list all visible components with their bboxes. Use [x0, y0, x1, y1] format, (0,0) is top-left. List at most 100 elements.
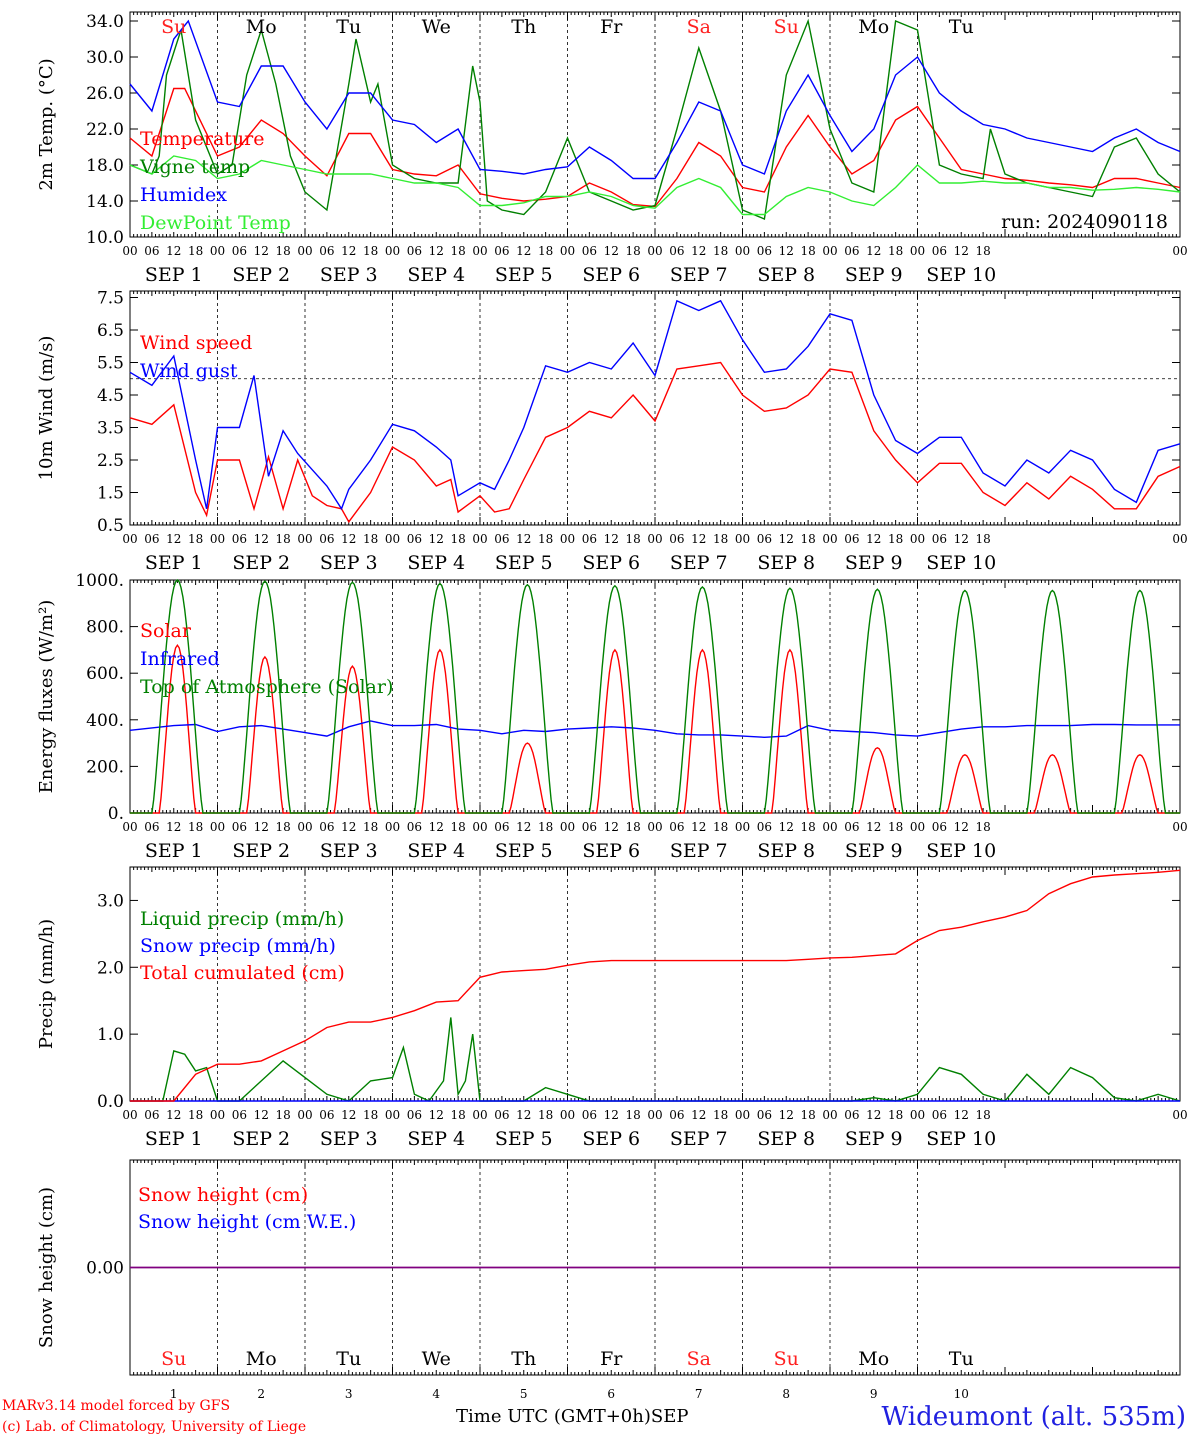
x-hour-label: 18	[800, 532, 815, 546]
y-axis-title: Snow height (cm)	[36, 1187, 57, 1348]
x-date-label: SEP 10	[926, 840, 996, 862]
x-hour-label: 18	[713, 1108, 728, 1122]
legend-entry: Snow precip (mm/h)	[140, 935, 336, 957]
x-hour-label: 18	[188, 244, 203, 258]
x-hour-label: 12	[516, 532, 531, 546]
x-hour-label: 06	[582, 820, 597, 834]
x-hour-label: 00	[297, 244, 312, 258]
y-tick-label: 1.5	[97, 484, 124, 504]
x-hour-label: 06	[407, 820, 422, 834]
legend-entry: Liquid precip (mm/h)	[140, 908, 344, 930]
x-hour-label: 00	[1172, 1108, 1187, 1122]
x-hour-label: 18	[975, 1108, 990, 1122]
x-hour-label: 18	[625, 820, 640, 834]
x-hour-label: 06	[232, 244, 247, 258]
x-hour-label: 12	[954, 532, 969, 546]
x-date-label: SEP 5	[495, 840, 553, 862]
day-number-label: 10	[954, 1387, 969, 1401]
x-hour-label: 00	[910, 1108, 925, 1122]
x-hour-label: 18	[888, 532, 903, 546]
x-hour-label: 06	[494, 1108, 509, 1122]
x-hour-label: 06	[844, 244, 859, 258]
x-hour-label: 12	[254, 820, 269, 834]
legend-entry: Temperature	[140, 128, 264, 150]
x-hour-label: 00	[735, 532, 750, 546]
x-hour-label: 12	[954, 820, 969, 834]
y-tick-label: 0.5	[97, 516, 124, 536]
x-hour-label: 06	[319, 820, 334, 834]
x-hour-label: 18	[800, 244, 815, 258]
day-number-label: 2	[257, 1387, 265, 1401]
legend-entry: Total cumulated (cm)	[140, 962, 345, 984]
x-date-label: SEP 1	[145, 552, 203, 574]
x-hour-label: 18	[713, 244, 728, 258]
day-label-bottom: Su	[774, 1348, 799, 1370]
x-hour-label: 12	[166, 1108, 181, 1122]
x-hour-label: 18	[713, 820, 728, 834]
x-hour-label: 00	[735, 244, 750, 258]
x-hour-label: 18	[363, 244, 378, 258]
x-hour-label: 06	[669, 820, 684, 834]
x-hour-label: 18	[188, 820, 203, 834]
x-hour-label: 18	[538, 820, 553, 834]
x-hour-label: 06	[582, 244, 597, 258]
x-date-label: SEP 9	[845, 552, 903, 574]
x-date-label: SEP 2	[232, 1128, 290, 1150]
y-axis-title: 2m Temp. (°C)	[36, 58, 57, 190]
x-hour-label: 00	[385, 244, 400, 258]
y-tick-label: 5.5	[97, 354, 124, 374]
y-tick-label: 30.0	[86, 48, 124, 68]
copyright-credit: (c) Lab. of Climatology, University of L…	[2, 1419, 307, 1435]
day-label-bottom: Tu	[336, 1348, 361, 1370]
day-label-top: Fr	[600, 16, 623, 38]
x-hour-label: 06	[232, 1108, 247, 1122]
day-label-bottom: Sa	[687, 1348, 711, 1370]
x-hour-label: 06	[582, 1108, 597, 1122]
y-tick-label: 26.0	[86, 84, 124, 104]
x-hour-label: 12	[779, 820, 794, 834]
x-date-label: SEP 6	[582, 840, 640, 862]
x-hour-label: 00	[472, 244, 487, 258]
legend-entry: Solar	[140, 620, 192, 642]
y-tick-label: 22.0	[86, 120, 124, 140]
day-label-bottom: Tu	[949, 1348, 974, 1370]
x-hour-label: 18	[450, 820, 465, 834]
x-hour-label: 00	[122, 820, 137, 834]
x-hour-label: 18	[888, 820, 903, 834]
y-tick-label: 4.5	[97, 386, 124, 406]
x-hour-label: 18	[188, 1108, 203, 1122]
y-tick-label: 10.0	[86, 228, 124, 248]
x-hour-label: 00	[210, 820, 225, 834]
x-hour-label: 12	[779, 244, 794, 258]
x-hour-label: 12	[779, 532, 794, 546]
x-hour-label: 06	[669, 1108, 684, 1122]
series-line-infrared	[129, 720, 1180, 739]
x-hour-label: 12	[779, 1108, 794, 1122]
x-hour-label: 12	[341, 532, 356, 546]
day-label-top: Tu	[949, 16, 974, 38]
x-hour-label: 00	[647, 820, 662, 834]
x-hour-label: 18	[625, 532, 640, 546]
x-hour-label: 06	[494, 244, 509, 258]
x-hour-label: 18	[275, 820, 290, 834]
y-tick-label: 2.0	[97, 958, 124, 978]
x-hour-label: 18	[538, 532, 553, 546]
x-hour-label: 00	[210, 532, 225, 546]
y-tick-label: 1.0	[97, 1025, 124, 1045]
y-tick-label: 6.5	[97, 321, 124, 341]
series-line-liquid-precip-mm-h-	[130, 1017, 1181, 1102]
x-hour-label: 00	[122, 244, 137, 258]
day-number-label: 9	[870, 1387, 878, 1401]
x-date-label: SEP 9	[845, 1128, 903, 1150]
x-hour-label: 00	[1172, 244, 1187, 258]
x-hour-label: 06	[844, 820, 859, 834]
x-hour-label: 18	[450, 1108, 465, 1122]
x-hour-label: 00	[385, 532, 400, 546]
x-hour-label: 00	[910, 244, 925, 258]
x-hour-label: 06	[407, 532, 422, 546]
x-hour-label: 12	[604, 532, 619, 546]
x-date-label: SEP 7	[670, 1128, 728, 1150]
x-hour-label: 12	[166, 532, 181, 546]
day-number-label: 5	[520, 1387, 528, 1401]
x-hour-label: 12	[954, 244, 969, 258]
